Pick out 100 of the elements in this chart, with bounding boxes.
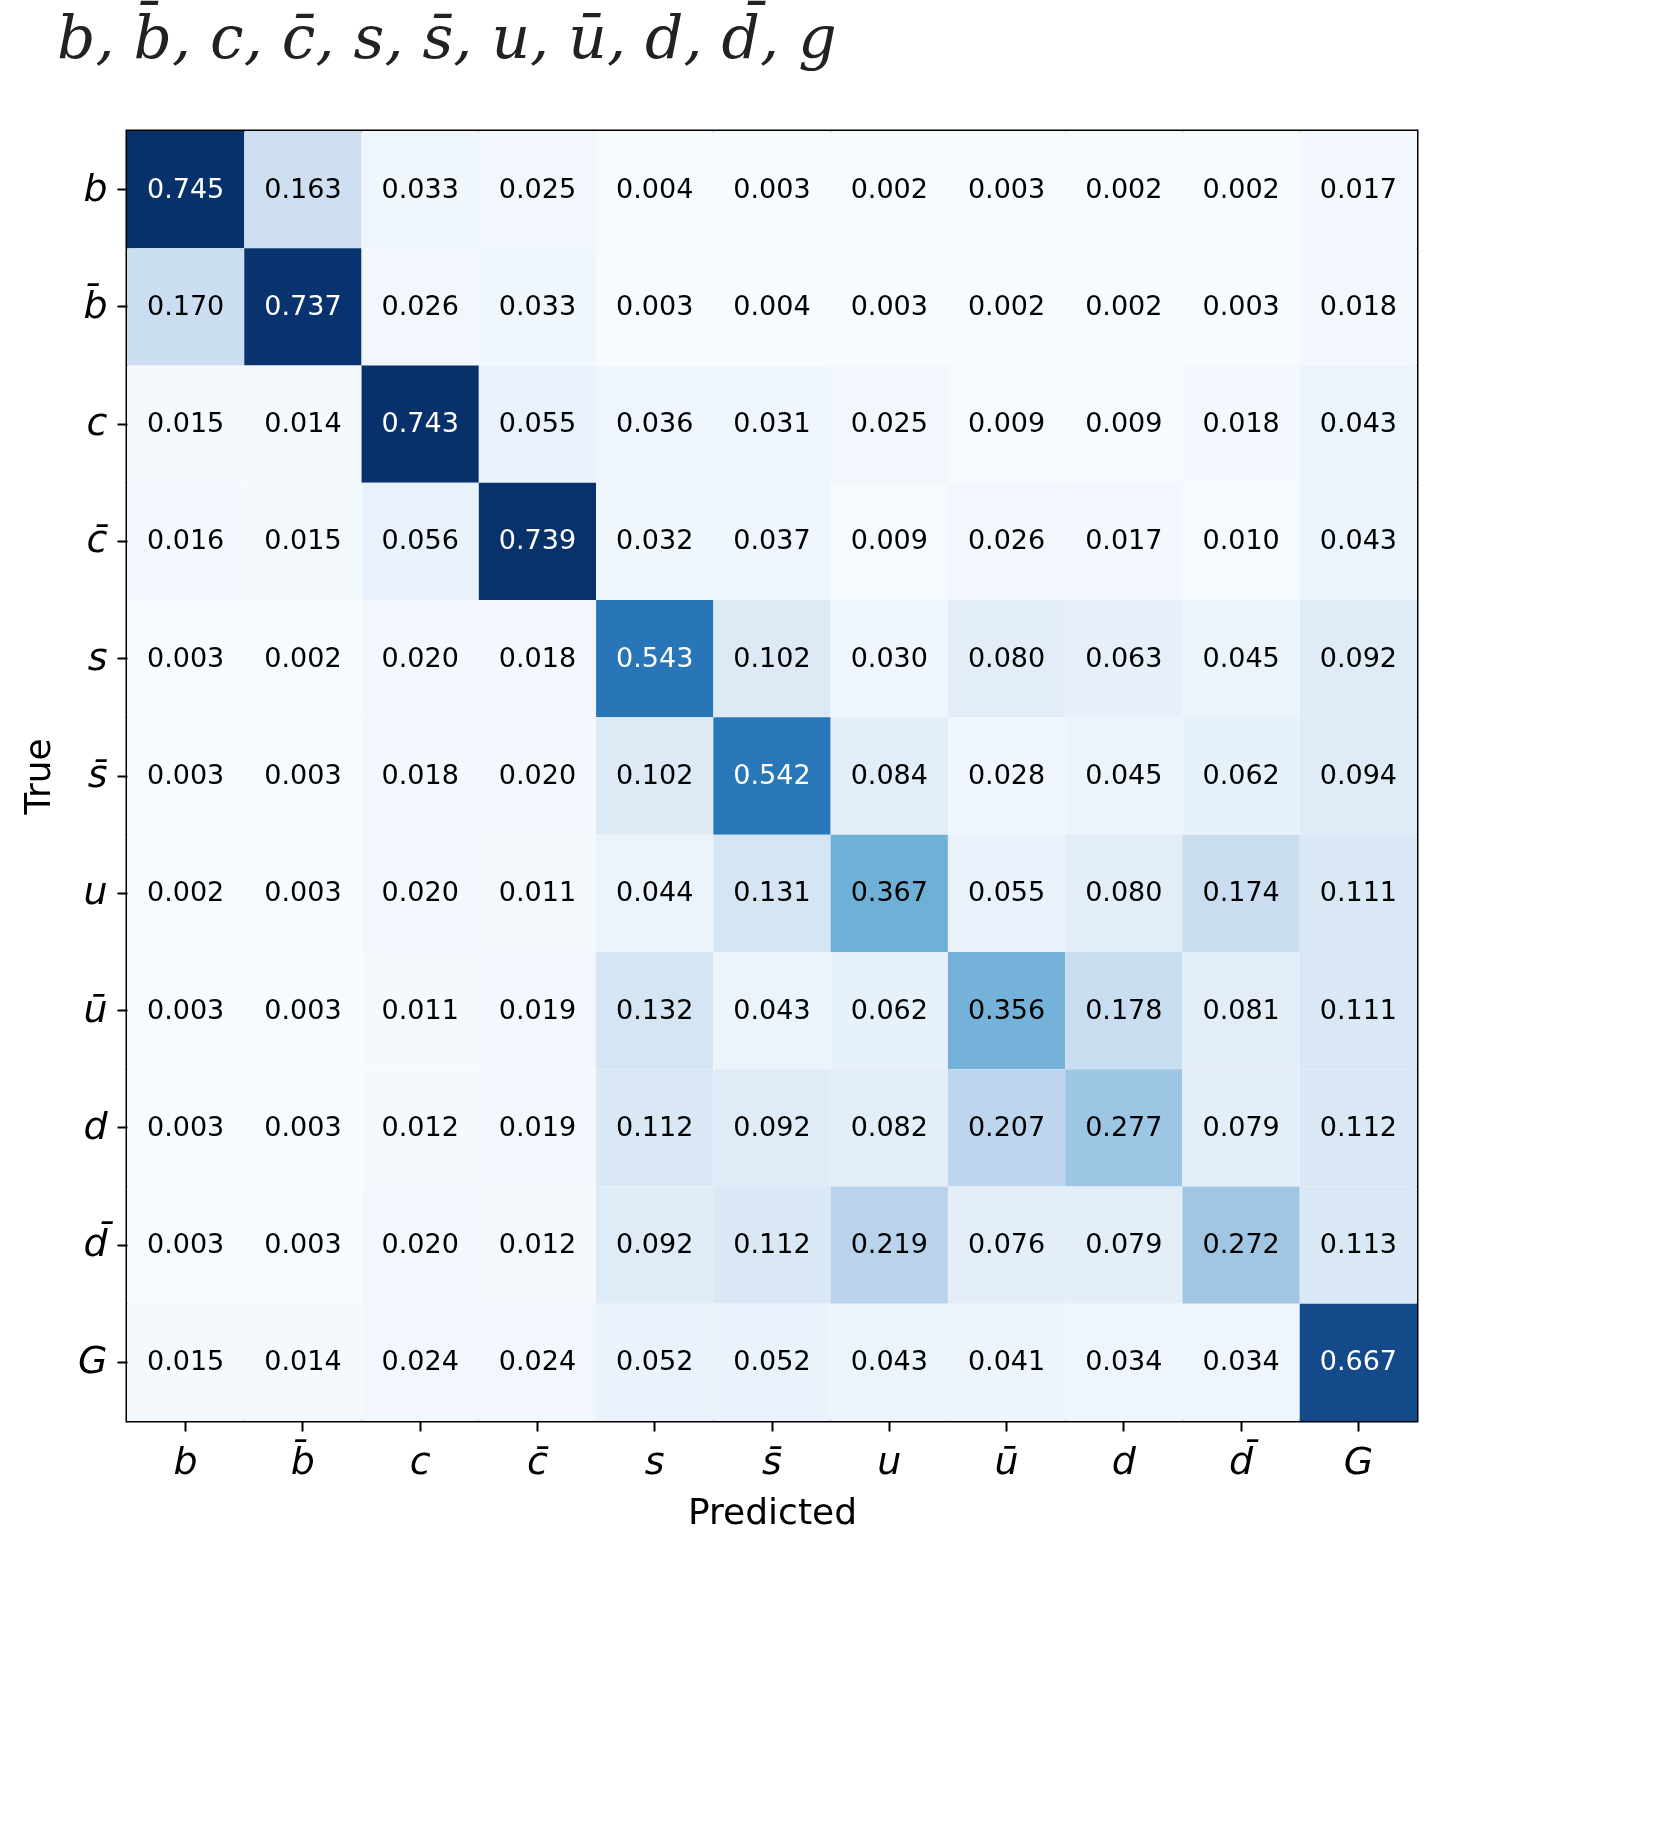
data-label: 0.018 [381, 759, 459, 790]
x-axis-title: Predicted [688, 1490, 857, 1532]
data-label: 0.052 [733, 1345, 811, 1377]
y-tick-label: b̄ [83, 282, 108, 327]
data-label: 0.012 [381, 1110, 459, 1142]
data-label: 0.062 [850, 993, 928, 1025]
y-tick-label: s̄ [87, 752, 108, 796]
data-label: 0.015 [264, 524, 342, 556]
data-label: 0.002 [1085, 172, 1163, 204]
x-tick-label: G [1343, 1438, 1374, 1483]
data-label: 0.092 [1319, 641, 1398, 673]
data-label: 0.018 [1319, 289, 1398, 321]
y-tick-label: d̄ [83, 1221, 114, 1266]
data-label: 0.003 [616, 289, 694, 321]
data-label: 0.020 [498, 759, 577, 790]
data-label: 0.036 [616, 407, 694, 439]
data-label: 0.131 [733, 876, 811, 908]
data-label: 0.024 [381, 1345, 459, 1377]
data-label: 0.743 [381, 407, 459, 439]
data-label: 0.034 [1202, 1345, 1280, 1377]
y-tick-label: G [78, 1338, 108, 1383]
data-label: 0.277 [1085, 1110, 1163, 1142]
x-tick-label: c̄ [527, 1438, 549, 1483]
x-tick-label: s [644, 1438, 665, 1483]
x-tick-label: b [173, 1438, 198, 1483]
data-label: 0.076 [967, 1228, 1046, 1260]
data-label: 0.004 [733, 289, 811, 321]
data-label: 0.052 [616, 1345, 694, 1377]
data-label: 0.031 [733, 407, 811, 439]
data-label: 0.045 [1085, 759, 1163, 790]
data-label: 0.030 [850, 641, 928, 673]
data-label: 0.056 [381, 524, 459, 556]
data-label: 0.018 [498, 641, 577, 673]
data-label: 0.020 [381, 641, 459, 673]
y-tick-label: ū [83, 986, 108, 1031]
data-label: 0.003 [146, 1110, 225, 1142]
data-label: 0.174 [1202, 876, 1280, 908]
data-label: 0.034 [1085, 1345, 1163, 1377]
data-label: 0.055 [498, 407, 577, 439]
data-label: 0.043 [1319, 524, 1398, 556]
data-label: 0.019 [498, 1110, 577, 1142]
data-label: 0.084 [850, 759, 928, 790]
data-label: 0.207 [967, 1110, 1046, 1142]
data-label: 0.132 [616, 993, 694, 1025]
data-label: 0.003 [146, 641, 225, 673]
data-label: 0.014 [264, 1345, 342, 1377]
y-tick-label: b [83, 165, 108, 210]
data-label: 0.079 [1202, 1110, 1280, 1142]
data-label: 0.018 [1202, 407, 1280, 439]
data-label: 0.062 [1202, 759, 1280, 790]
data-label: 0.112 [1319, 1110, 1398, 1142]
data-label: 0.002 [967, 289, 1046, 321]
data-label: 0.079 [1085, 1228, 1163, 1260]
chart-title: b, b̄, c, c̄, s, s̄, u, ū, d, d̄, g [57, 0, 837, 72]
data-label: 0.002 [1085, 289, 1163, 321]
data-label: 0.542 [733, 759, 811, 790]
data-label: 0.003 [146, 993, 225, 1025]
data-label: 0.112 [616, 1110, 694, 1142]
data-label: 0.063 [1085, 641, 1163, 673]
data-label: 0.219 [850, 1228, 928, 1260]
data-label: 0.113 [1319, 1228, 1398, 1260]
data-label: 0.020 [381, 876, 459, 908]
data-label: 0.163 [264, 172, 342, 204]
data-label: 0.011 [381, 993, 459, 1025]
data-label: 0.102 [733, 641, 811, 673]
data-label: 0.043 [1319, 407, 1398, 439]
data-label: 0.009 [850, 524, 928, 556]
data-label: 0.028 [967, 759, 1046, 790]
data-label: 0.037 [733, 524, 811, 556]
data-label: 0.019 [498, 993, 577, 1025]
data-label: 0.080 [1085, 876, 1163, 908]
data-label: 0.111 [1319, 993, 1398, 1025]
data-label: 0.025 [850, 407, 928, 439]
data-label: 0.010 [1202, 524, 1280, 556]
y-tick-label: d [83, 1103, 109, 1148]
data-label: 0.003 [264, 993, 342, 1025]
data-label: 0.024 [498, 1345, 577, 1377]
data-label: 0.009 [967, 407, 1046, 439]
data-label: 0.745 [146, 172, 225, 204]
data-label: 0.003 [264, 1228, 342, 1260]
data-label: 0.739 [498, 524, 577, 556]
data-label: 0.015 [146, 407, 225, 439]
data-label: 0.003 [146, 1228, 225, 1260]
data-label: 0.043 [733, 993, 811, 1025]
data-label: 0.033 [498, 289, 577, 321]
data-label: 0.011 [498, 876, 577, 908]
data-label: 0.081 [1202, 993, 1280, 1025]
data-label: 0.017 [1085, 524, 1163, 556]
data-label: 0.003 [850, 289, 928, 321]
data-label: 0.020 [381, 1228, 459, 1260]
data-label: 0.002 [264, 641, 342, 673]
data-label: 0.041 [967, 1345, 1046, 1377]
data-label: 0.026 [967, 524, 1046, 556]
data-label: 0.055 [967, 876, 1046, 908]
data-label: 0.092 [616, 1228, 694, 1260]
y-tick-label: c̄ [86, 517, 109, 562]
data-label: 0.012 [498, 1228, 577, 1260]
data-label: 0.082 [850, 1110, 928, 1142]
data-label: 0.014 [264, 407, 342, 439]
data-label: 0.033 [381, 172, 459, 204]
